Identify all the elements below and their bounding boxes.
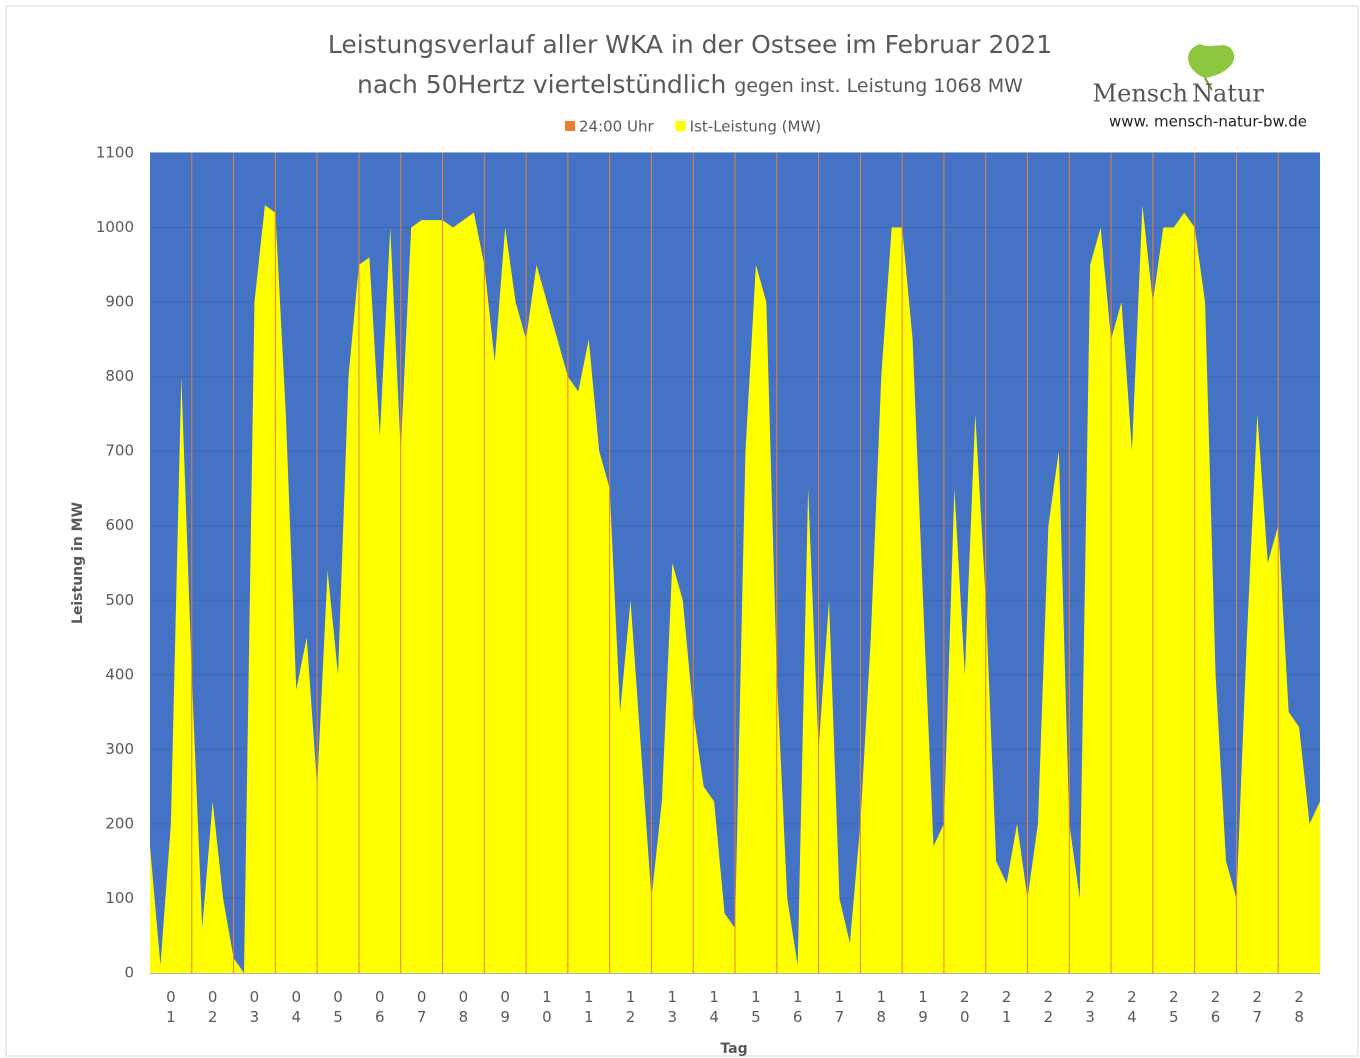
y-tick-label: 600: [105, 516, 134, 534]
x-tick-label: 22: [1043, 988, 1054, 1026]
logo-left: Mensch: [1093, 80, 1188, 108]
legend-label: 24:00 Uhr: [579, 118, 654, 136]
y-tick-label: 300: [105, 740, 134, 758]
x-tick-label: 24: [1127, 988, 1137, 1026]
x-tick-label: 06: [375, 988, 385, 1026]
x-tick-label: 01: [166, 988, 176, 1026]
logo-stem: [1204, 77, 1213, 91]
legend-label: Ist-Leistung (MW): [690, 118, 822, 136]
x-axis-label: Tag: [720, 1041, 747, 1057]
y-tick-label: 500: [105, 591, 134, 609]
y-tick-label: 800: [105, 367, 134, 385]
x-tick-label: 04: [291, 988, 302, 1026]
x-tick-label: 13: [667, 988, 678, 1026]
x-tick-label: 28: [1294, 988, 1304, 1026]
x-tick-label: 25: [1168, 988, 1179, 1026]
y-tick-label: 1000: [96, 218, 134, 236]
x-tick-label: 02: [207, 988, 218, 1026]
y-tick-label: 900: [105, 293, 134, 311]
x-tick-label: 21: [1001, 988, 1012, 1026]
chart-subtitle: nach 50Hertz viertelstündlich gegen inst.…: [357, 70, 1023, 99]
x-tick-label: 27: [1252, 988, 1263, 1026]
x-tick-label: 07: [416, 988, 427, 1026]
logo-url: www. mensch-natur-bw.de: [1109, 113, 1307, 131]
y-axis-label: Leistung in MW: [70, 502, 86, 624]
logo-leaf: [1188, 44, 1235, 78]
y-tick-label: 100: [105, 889, 134, 907]
subtitle-note: gegen inst. Leistung 1068 MW: [734, 75, 1023, 97]
logo-right: Natur: [1192, 80, 1264, 108]
x-tick-label: 16: [792, 988, 803, 1026]
x-tick-label: 03: [249, 988, 260, 1026]
x-tick-label: 18: [876, 988, 887, 1026]
x-tick-label: 14: [709, 988, 719, 1026]
x-tick-label: 05: [333, 988, 343, 1026]
chart-title: Leistungsverlauf aller WKA in der Ostsee…: [328, 30, 1052, 59]
x-tick-label: 17: [834, 988, 845, 1026]
y-tick-label: 1100: [96, 144, 134, 162]
subtitle: nach 50Hertz viertelstündlich: [357, 70, 726, 99]
x-tick-label: 23: [1085, 988, 1095, 1026]
y-tick-label: 200: [105, 814, 134, 832]
x-tick-label: 12: [625, 988, 636, 1026]
y-tick-label: 400: [105, 665, 134, 683]
y-tick-label: 0: [124, 964, 134, 982]
x-tick-label: 19: [918, 988, 928, 1026]
x-tick-label: 26: [1210, 988, 1221, 1026]
legend-swatch: [565, 121, 575, 131]
x-tick-label: 10: [542, 988, 552, 1026]
x-tick-label: 08: [458, 988, 469, 1026]
x-tick-label: 20: [960, 988, 970, 1026]
y-tick-label: 700: [105, 442, 134, 460]
x-tick-label: 15: [751, 988, 761, 1026]
legend-swatch: [675, 121, 686, 131]
x-tick-label: 11: [583, 988, 594, 1026]
x-tick-label: 09: [500, 988, 510, 1026]
